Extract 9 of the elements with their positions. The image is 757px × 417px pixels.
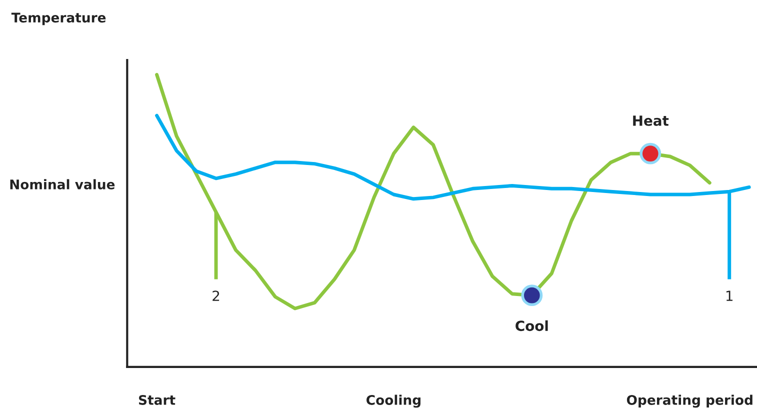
annotation: 1 <box>726 290 732 301</box>
x-tick-label: Start <box>138 394 176 405</box>
annotation: 2 <box>212 290 220 301</box>
annotation: Cool <box>516 320 548 332</box>
x-tick-label: Operating period <box>626 394 752 408</box>
text: Nominal value <box>10 179 115 190</box>
y-axis-title: Temperature <box>11 12 106 26</box>
x-tick-label: Cooling <box>366 394 420 408</box>
annotation: Heat <box>633 116 669 126</box>
